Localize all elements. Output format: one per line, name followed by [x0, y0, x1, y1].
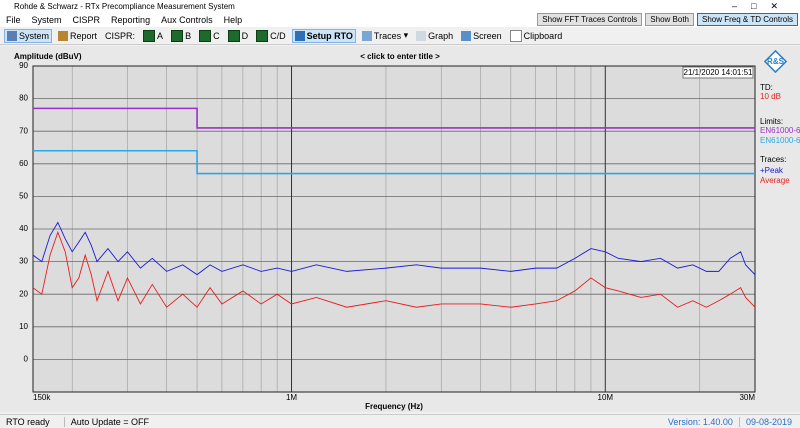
- menu-item[interactable]: Reporting: [111, 15, 151, 25]
- button-label: Screen: [473, 30, 502, 41]
- limit-line: [33, 107, 755, 129]
- menu-item[interactable]: Help: [223, 15, 243, 25]
- y-tick-label: 0: [24, 355, 29, 364]
- button-label: Traces: [373, 30, 402, 41]
- x-tick-label: 30M: [739, 393, 755, 402]
- toolbar-button[interactable]: Traces ▾: [360, 29, 410, 42]
- timestamp: 21/1/2020 14:01:51: [684, 68, 754, 77]
- menu-item[interactable]: CISPR: [72, 15, 101, 25]
- legend-entry: +Peak: [760, 166, 784, 175]
- y-tick-label: 90: [19, 61, 28, 70]
- button-label: D: [241, 30, 249, 41]
- toolbar-button[interactable]: D: [226, 29, 251, 43]
- status-text: 09-08-2019: [738, 417, 792, 427]
- y-axis-title: Amplitude (dBuV): [14, 52, 82, 61]
- y-tick-label: 70: [19, 126, 28, 135]
- y-tick-label: 40: [19, 224, 28, 233]
- toolbar-button[interactable]: C/D: [254, 29, 288, 43]
- button-label: C: [213, 30, 220, 41]
- status-text: Version: 1.40.00: [667, 417, 733, 427]
- chart: Amplitude (dBuV) < click to enter title …: [0, 46, 800, 412]
- side-label: TD:: [760, 83, 773, 92]
- button-label: Clipboard: [523, 30, 563, 41]
- y-tick-label: 20: [19, 289, 28, 298]
- chart-title[interactable]: < click to enter title >: [360, 52, 440, 61]
- menu-item[interactable]: System: [31, 15, 62, 25]
- logo: R&S: [763, 49, 788, 74]
- trace-line: [32, 221, 756, 276]
- x-tick-label: 10M: [598, 393, 614, 402]
- menu-item[interactable]: File: [6, 15, 21, 25]
- title-bar: Rohde & Schwarz - RTx Precompliance Meas…: [0, 0, 800, 13]
- y-tick-label: 50: [19, 192, 28, 201]
- toolbar-button[interactable]: A: [141, 29, 165, 43]
- toolbar-button[interactable]: System: [4, 28, 53, 43]
- view-button[interactable]: Show FFT Traces Controls: [537, 13, 643, 26]
- x-axis-title: Frequency (Hz): [365, 402, 423, 411]
- status-bar: RTO ready Auto Update = OFF Version: 1.4…: [0, 414, 800, 428]
- toolbar-button[interactable]: Clipboard: [508, 29, 565, 43]
- window-title: Rohde & Schwarz - RTx Precompliance Meas…: [14, 2, 235, 11]
- limit-line: [33, 149, 755, 175]
- timestamp-box: [682, 66, 754, 79]
- status-text: Auto Update = OFF: [63, 417, 149, 427]
- view-button[interactable]: Show Freq & TD Controls: [697, 13, 798, 26]
- legend-entry: EN61000-6-4: [760, 126, 800, 135]
- toolbar-button[interactable]: C: [197, 29, 222, 43]
- toolbar-button[interactable]: Screen: [459, 30, 504, 42]
- window-controls[interactable]: –□✕: [732, 1, 792, 11]
- plot-border: [32, 65, 756, 393]
- side-label: Limits:: [760, 117, 783, 126]
- legend-entry: Average: [760, 176, 790, 185]
- side-label: Traces:: [760, 155, 786, 164]
- view-buttons: Show FFT Traces Controls Show Both Show …: [537, 13, 798, 26]
- trace-line: [32, 230, 756, 308]
- button-label: System: [19, 30, 50, 41]
- y-tick-label: 60: [19, 159, 28, 168]
- y-tick-label: 10: [19, 322, 28, 331]
- button-label: Graph: [428, 30, 454, 41]
- toolbar-button[interactable]: Report: [56, 30, 99, 42]
- menu-item[interactable]: Aux Controls: [161, 15, 213, 25]
- legend-entry: EN61000-6-4: [760, 136, 800, 145]
- y-tick-label: 80: [19, 94, 28, 103]
- x-tick-label: 1M: [286, 393, 297, 402]
- button-label: Setup RTO: [306, 30, 353, 41]
- svg-text:R&S: R&S: [767, 57, 785, 66]
- x-tick-label: 150k: [33, 393, 51, 402]
- y-tick-label: 30: [19, 257, 28, 266]
- button-label: C/D: [270, 30, 286, 41]
- side-value: 10 dB: [760, 92, 781, 101]
- status-text: RTO ready: [6, 417, 50, 427]
- view-button[interactable]: Show Both: [645, 13, 694, 26]
- button-label: Report: [70, 30, 98, 41]
- toolbar-button[interactable]: B: [169, 29, 193, 43]
- toolbar-label: CISPR:: [105, 30, 136, 41]
- toolbar-button[interactable]: Setup RTO: [291, 28, 356, 43]
- toolbar-button[interactable]: Graph: [414, 30, 455, 42]
- toolbar: System Report CISPR: A B C D C/D Setup R…: [0, 27, 800, 45]
- button-label: B: [185, 30, 192, 41]
- button-label: A: [157, 30, 164, 41]
